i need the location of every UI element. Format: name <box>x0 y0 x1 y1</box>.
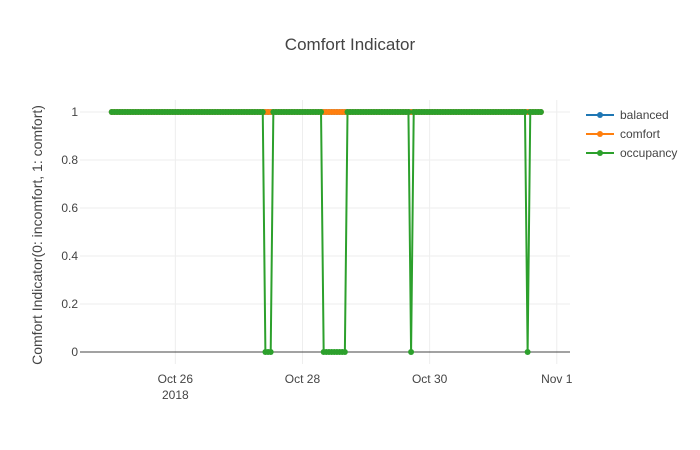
y-tick-label: 1 <box>71 105 78 119</box>
legend-swatch-marker <box>597 150 603 156</box>
data-point <box>267 349 274 355</box>
legend-item-comfort: comfort <box>586 127 661 141</box>
legend-swatch-marker <box>597 112 603 118</box>
legend: balanced comfort occupancy <box>586 108 677 160</box>
y-tick-label: 0.2 <box>61 297 78 311</box>
legend-swatch-marker <box>597 131 603 137</box>
chart-title: Comfort Indicator <box>285 35 416 54</box>
series-layer <box>108 109 544 355</box>
data-point <box>405 109 412 115</box>
gridlines <box>80 100 570 364</box>
legend-item-occupancy: occupancy <box>586 146 677 160</box>
y-tick-label: 0.8 <box>61 153 78 167</box>
series-line-occupancy <box>111 111 541 353</box>
data-point <box>318 109 325 115</box>
x-tick-label: Oct 26 <box>158 372 194 386</box>
data-point <box>259 109 266 115</box>
data-point <box>524 349 531 355</box>
legend-label: comfort <box>620 127 661 141</box>
y-axis-title: Comfort Indicator(0: incomfort, 1: comfo… <box>29 105 45 365</box>
data-point <box>537 109 544 115</box>
axis-ticks: 0 0.2 0.4 0.6 0.8 1 Oct 26 2018 Oct 28 Oct 30 Nov … <box>61 105 572 402</box>
y-tick-label: 0.4 <box>61 249 78 263</box>
x-tick-label: Nov 1 <box>541 372 573 386</box>
y-tick-label: 0.6 <box>61 201 78 215</box>
x-tick-label: Oct 30 <box>412 372 448 386</box>
x-tick-sublabel: 2018 <box>162 388 189 402</box>
legend-label: occupancy <box>620 146 677 160</box>
data-point <box>408 349 415 355</box>
legend-item-balanced: balanced <box>586 108 669 122</box>
y-tick-label: 0 <box>71 345 78 359</box>
data-point <box>341 349 348 355</box>
x-tick-label: Oct 28 <box>285 372 321 386</box>
series-occupancy <box>108 109 544 355</box>
data-point <box>521 109 528 115</box>
legend-label: balanced <box>620 108 669 122</box>
